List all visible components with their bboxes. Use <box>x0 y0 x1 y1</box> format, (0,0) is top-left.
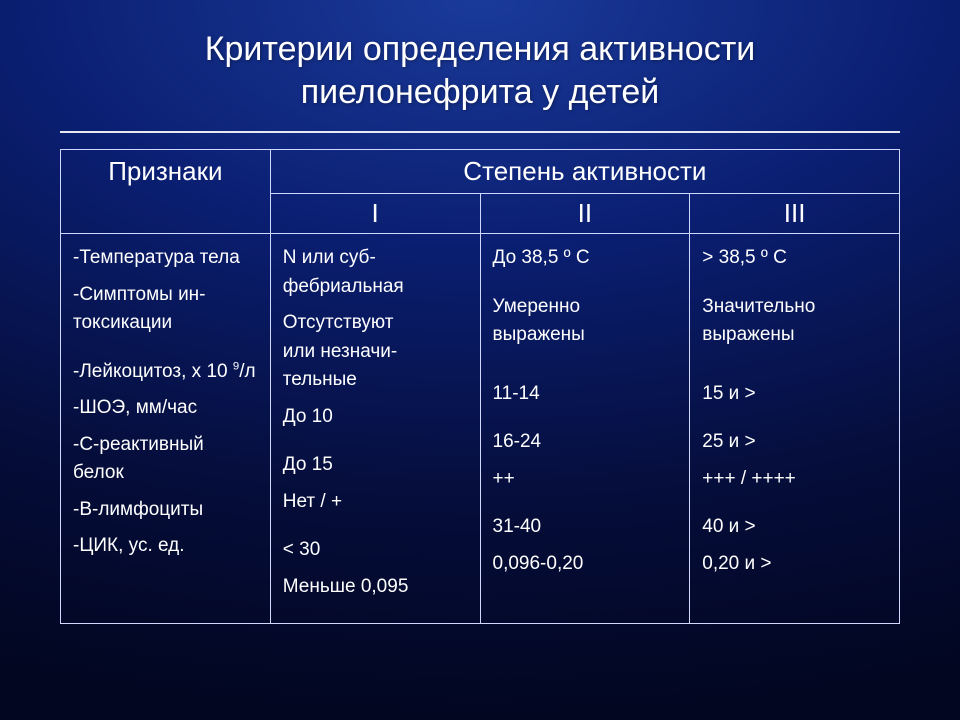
d2-temperature: До 38,5 º С <box>493 244 680 273</box>
sign-intoxication: -Симптомы ин- токсикации <box>73 281 260 338</box>
sign-intoxication-l1: -Симптомы ин- <box>73 284 206 305</box>
d3-intox-l1: Значительно <box>702 296 815 317</box>
header-degree-1: I <box>270 194 480 234</box>
title-line-1: Критерии определения активности <box>205 30 756 68</box>
d3-intoxication: Значительно выражены <box>702 293 889 350</box>
title-underline <box>60 131 900 133</box>
title-line-2: пиелонефрита у детей <box>301 73 660 111</box>
sign-temperature: -Температура тела <box>73 244 260 273</box>
sign-crp: -С-реактивный белок <box>73 431 260 488</box>
d2-blymph: 31-40 <box>493 513 680 542</box>
spacer <box>702 416 889 428</box>
spacer <box>493 281 680 293</box>
d3-cic: 0,20 и > <box>702 550 889 579</box>
d1-temp-l1: N или суб- <box>283 247 376 268</box>
d3-leuk: 15 и > <box>702 380 889 409</box>
d3-intox-l2: выражены <box>702 324 794 345</box>
spacer <box>702 358 889 380</box>
d2-leuk: 11-14 <box>493 380 680 409</box>
d1-intox-l1: Отсутствуют <box>283 312 394 333</box>
d3-esr: 25 и > <box>702 428 889 457</box>
d3-temperature: > 38,5 º С <box>702 244 889 273</box>
d1-leuk: До 10 <box>283 403 470 432</box>
header-degree-2: II <box>480 194 690 234</box>
d2-crp: ++ <box>493 465 680 494</box>
d1-blymph: < 30 <box>283 536 470 565</box>
spacer <box>493 416 680 428</box>
table-header-row-1: Признаки Степень активности <box>61 150 900 194</box>
d2-intox-l1: Умеренно <box>493 296 581 317</box>
cell-degree-2: До 38,5 º С Умеренно выражены 11-14 16-2… <box>480 234 690 624</box>
slide-title: Критерии определения активности пиелонеф… <box>60 28 900 113</box>
sign-intoxication-l2: токсикации <box>73 312 172 333</box>
sign-leuk-l2: /л <box>239 361 255 382</box>
d2-intox-l2: выражены <box>493 324 585 345</box>
d2-esr: 16-24 <box>493 428 680 457</box>
header-signs: Признаки <box>61 150 271 234</box>
cell-signs: -Температура тела -Симптомы ин- токсикац… <box>61 234 271 624</box>
d1-esr: До 15 <box>283 451 470 480</box>
d1-intox-l3: тельные <box>283 369 357 390</box>
sign-esr: -ШОЭ, мм/час <box>73 394 260 423</box>
spacer <box>493 501 680 513</box>
sign-blymph: -В-лимфоциты <box>73 496 260 525</box>
d1-cic: Меньше 0,095 <box>283 573 470 602</box>
spacer <box>73 346 260 358</box>
d1-intox-l2: или незначи- <box>283 341 397 362</box>
d2-cic: 0,096-0,20 <box>493 550 680 579</box>
sign-cic: -ЦИК, ус. ед. <box>73 532 260 561</box>
sign-crp-l2: белок <box>73 462 124 483</box>
d1-intoxication: Отсутствуют или незначи- тельные <box>283 309 470 395</box>
spacer <box>702 501 889 513</box>
spacer <box>283 439 470 451</box>
spacer <box>493 358 680 380</box>
slide: Критерии определения активности пиелонеф… <box>0 0 960 720</box>
d1-temp-l2: фебриальная <box>283 276 404 297</box>
spacer <box>702 281 889 293</box>
cell-degree-1: N или суб- фебриальная Отсутствуют или н… <box>270 234 480 624</box>
sign-leukocytosis: -Лейкоцитоз, х 10 9/л <box>73 358 260 387</box>
d3-blymph: 40 и > <box>702 513 889 542</box>
sign-leuk-l1: -Лейкоцитоз, х 10 <box>73 361 228 382</box>
d3-crp: +++ / ++++ <box>702 465 889 494</box>
criteria-table: Признаки Степень активности I II III -Те… <box>60 149 900 624</box>
header-activity: Степень активности <box>270 150 899 194</box>
cell-degree-3: > 38,5 º С Значительно выражены 15 и > 2… <box>690 234 900 624</box>
table-body-row: -Температура тела -Симптомы ин- токсикац… <box>61 234 900 624</box>
sign-crp-l1: -С-реактивный <box>73 434 204 455</box>
header-degree-3: III <box>690 194 900 234</box>
d1-crp: Нет / + <box>283 488 470 517</box>
d2-intoxication: Умеренно выражены <box>493 293 680 350</box>
d1-temperature: N или суб- фебриальная <box>283 244 470 301</box>
spacer <box>283 524 470 536</box>
